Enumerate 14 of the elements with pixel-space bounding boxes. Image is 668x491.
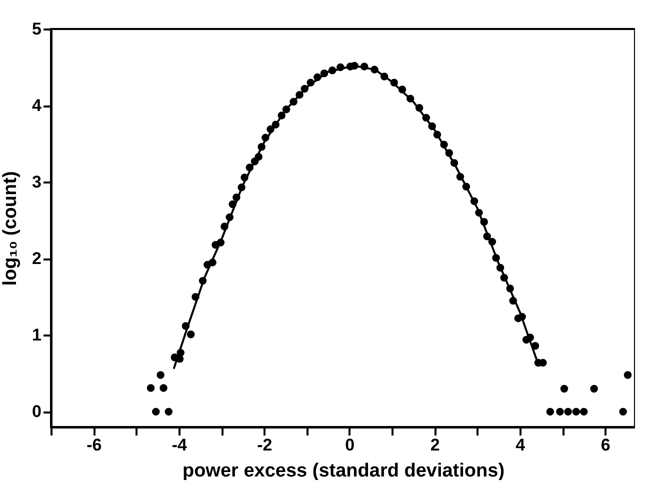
x-tick-label: 2 [430, 436, 440, 454]
y-tick-label: 4 [32, 96, 42, 116]
x-tick-label: 0 [345, 436, 355, 454]
x-tick-label: -6 [86, 436, 102, 454]
x-tick-label: -2 [257, 436, 272, 454]
x-tick-label: -4 [172, 436, 188, 454]
y-axis-title: log₁₀ (count) [0, 171, 22, 286]
y-tick-label: 3 [32, 172, 42, 192]
y-tick-label: 0 [32, 402, 42, 422]
x-tick-label: 4 [516, 436, 526, 454]
y-tick-label: 2 [32, 249, 42, 268]
y-tick-label: 1 [32, 326, 42, 345]
x-tick-label: 6 [600, 436, 610, 454]
y-tick-label: 5 [32, 20, 42, 38]
